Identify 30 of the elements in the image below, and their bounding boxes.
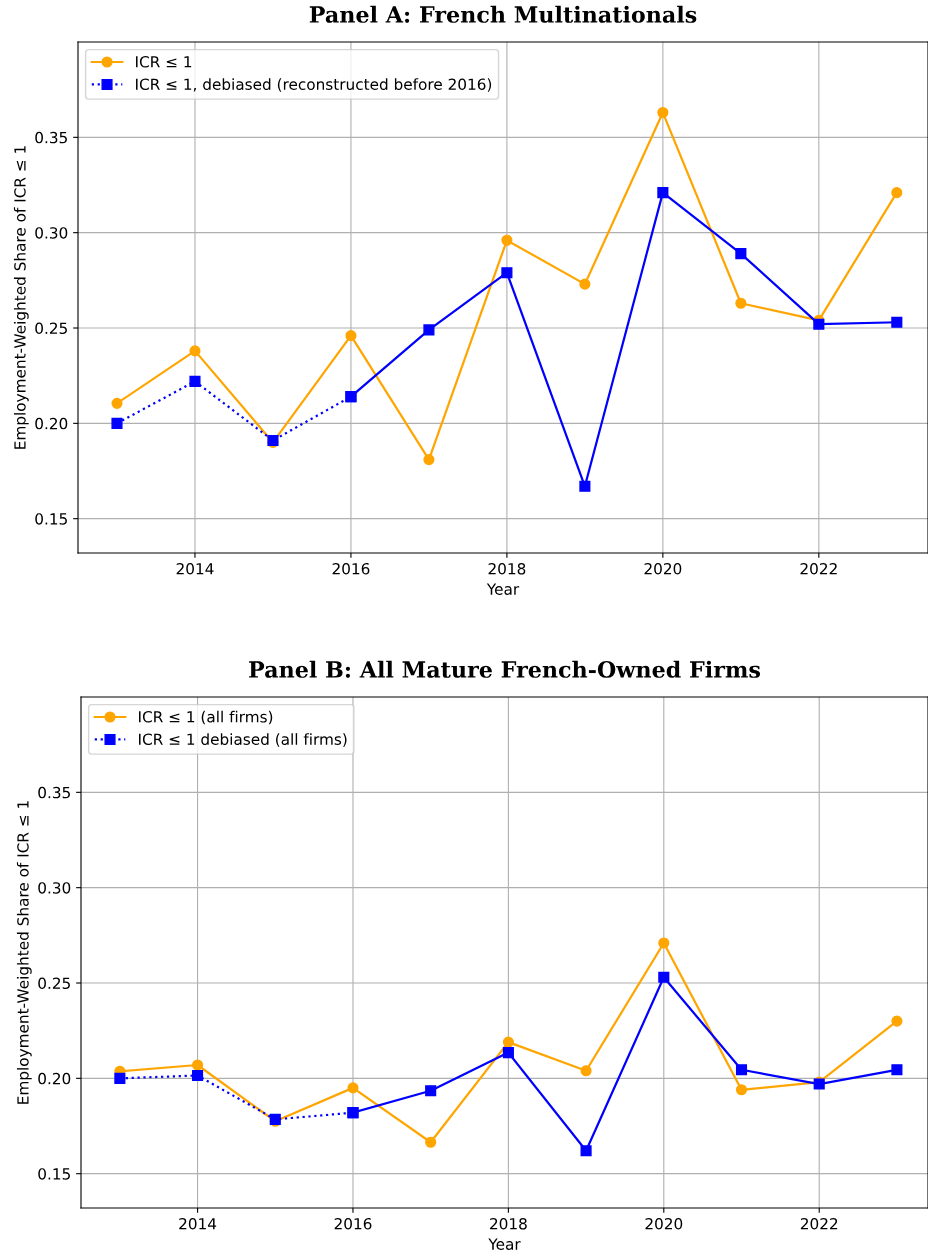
legend-label: ICR ≤ 1, debiased (reconstructed before 2016) xyxy=(136,78,492,92)
y-axis-title: Employment-Weighted Share of ICR ≤ 1 xyxy=(16,801,32,1104)
x-tick-label: 2016 xyxy=(332,562,370,575)
x-tick-label: 2018 xyxy=(488,562,526,575)
y-tick-label: 0.35 xyxy=(38,786,70,799)
y-axis-title: Employment-Weighted Share of ICR ≤ 1 xyxy=(13,146,29,449)
y-tick-label: 0.30 xyxy=(38,882,71,894)
x-tick-label: 2022 xyxy=(800,562,837,575)
legend-label: ICR ≤ 1 xyxy=(136,56,192,68)
x-axis-title: Year xyxy=(486,583,520,595)
x-tick-label: 2022 xyxy=(800,1217,838,1230)
x-tick-label: 2014 xyxy=(179,1217,217,1230)
y-tick-label: 0.25 xyxy=(38,977,70,990)
y-tick-label: 0.20 xyxy=(38,1072,71,1085)
y-tick-label: 0.20 xyxy=(35,417,68,430)
chart-title: Panel A: French Multinationals xyxy=(309,5,697,23)
x-tick-label: 2020 xyxy=(645,1217,683,1230)
legend-label: ICR ≤ 1 (all firms) xyxy=(139,710,273,725)
y-tick-label: 0.35 xyxy=(35,131,67,144)
x-tick-label: 2014 xyxy=(176,562,214,575)
chart-title: Panel B: All Mature French-Owned Firms xyxy=(249,660,761,678)
x-tick-label: 2020 xyxy=(644,562,682,575)
y-tick-label: 0.15 xyxy=(38,1168,70,1180)
y-tick-label: 0.15 xyxy=(35,513,67,525)
legend-label: ICR ≤ 1 debiased (all firms) xyxy=(139,733,347,747)
x-tick-label: 2018 xyxy=(490,1217,527,1230)
x-tick-label: 2016 xyxy=(334,1217,372,1230)
y-tick-label: 0.30 xyxy=(35,227,68,239)
y-tick-label: 0.25 xyxy=(35,322,67,335)
x-axis-title: Year xyxy=(488,1238,521,1250)
